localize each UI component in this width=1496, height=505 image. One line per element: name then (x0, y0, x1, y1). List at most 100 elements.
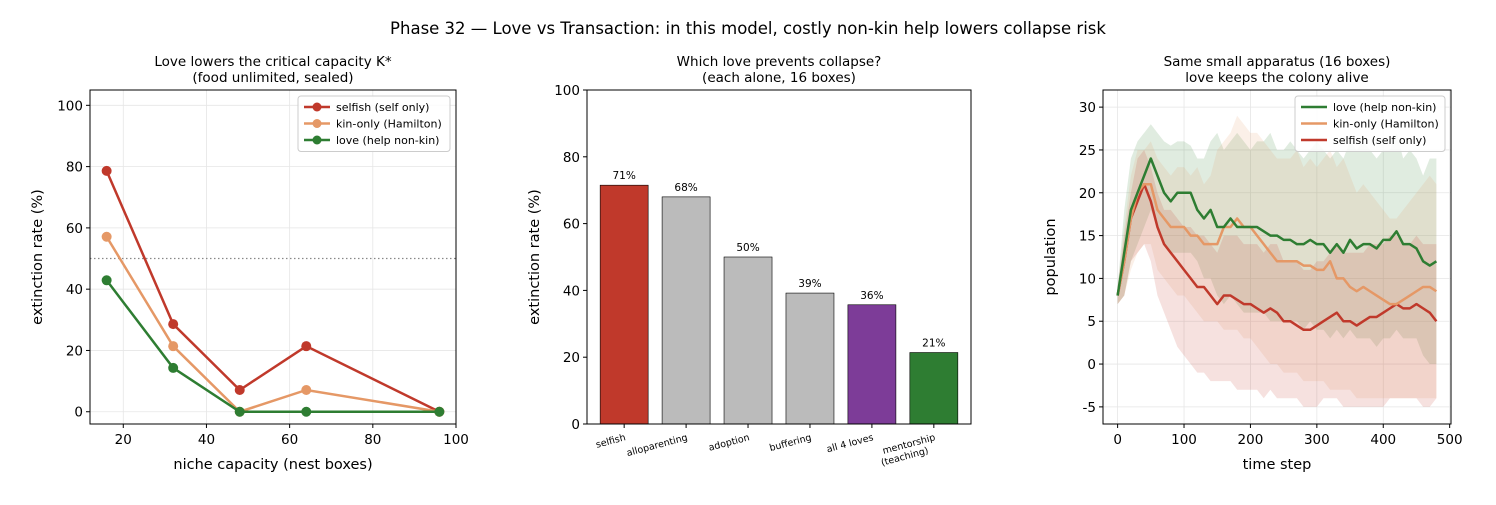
y-tick-label: 60 (66, 221, 83, 237)
y-tick-label: 0 (74, 405, 83, 421)
chart-title: Which love prevents collapse? (677, 54, 882, 70)
y-tick-label: 10 (1079, 271, 1096, 287)
x-tick-label: 0 (1113, 432, 1122, 448)
series-line-1 (1116, 182, 1438, 306)
x-tick-label: 20 (115, 432, 132, 448)
x-tick-label: 40 (198, 432, 215, 448)
x-tick-label-line: adoption (707, 432, 750, 453)
y-tick-label: -5 (1083, 400, 1096, 416)
legend-entry: kin-only (Hamilton) (304, 118, 442, 131)
y-tick-label: 40 (563, 283, 580, 299)
legend-label: kin-only (Hamilton) (336, 118, 442, 131)
y-tick-label: 80 (563, 150, 580, 166)
series-line (105, 279, 440, 413)
x-tick-label-line: buffering (768, 432, 812, 454)
band-1 (1117, 115, 1437, 399)
y-tick-label: 80 (66, 160, 83, 176)
data-point (234, 406, 245, 417)
data-point (168, 319, 179, 330)
x-tick-label: alloparenting (625, 432, 688, 459)
axes-frame (89, 89, 457, 425)
chart-subtitle: love keeps the colony alive (1185, 70, 1368, 86)
y-tick-label: 5 (1087, 314, 1096, 330)
data-point (301, 406, 312, 417)
bar (661, 196, 711, 425)
confidence-bands (1117, 115, 1437, 407)
legend: love (help non-kin) kin-only (Hamilton) se… (1294, 95, 1446, 152)
data-point (101, 231, 112, 242)
x-axis-label: time step (1243, 457, 1312, 473)
legend-box (1294, 95, 1446, 152)
bar-value-label: 21% (922, 338, 945, 350)
x-tick-label: mentorship(teaching) (877, 432, 939, 468)
bar-value-label: 39% (798, 278, 821, 290)
x-tick-label: 400 (1370, 432, 1396, 448)
x-tick-label: 60 (281, 432, 298, 448)
axes-frame (1102, 89, 1452, 425)
figure-suptitle: Phase 32 — Love vs Transaction: in this … (390, 19, 1106, 38)
y-tick-label: 100 (554, 83, 580, 99)
panel-capacity-line-chart: 0 20 40 60 80 100 20 40 60 80 100 Love lowers the c… (30, 54, 469, 473)
series-line (105, 236, 440, 414)
x-tick-label: 200 (1238, 432, 1264, 448)
axes-frame (586, 89, 972, 425)
band-0 (1117, 124, 1437, 365)
y-tick-label: 0 (1087, 357, 1096, 373)
chart-subtitle: (food unlimited, sealed) (192, 70, 353, 86)
series-0 (101, 165, 445, 417)
x-tick-label: adoption (707, 432, 750, 453)
series-line-2 (1116, 182, 1438, 332)
legend-box (297, 95, 451, 152)
bar-value-label: 71% (612, 170, 635, 182)
y-axis-label: population (1043, 218, 1059, 295)
y-tick-label: 20 (66, 343, 83, 359)
x-tick-label: selfish (595, 432, 627, 450)
legend-marker (312, 135, 322, 145)
legend-entry: love (help non-kin) (1301, 101, 1436, 114)
y-tick-label: 0 (571, 417, 580, 433)
bar (599, 184, 649, 425)
x-tick-label: 500 (1437, 432, 1463, 448)
legend-label: love (help non-kin) (1333, 101, 1436, 114)
legend-marker (312, 119, 322, 128)
series-lines (1116, 157, 1438, 332)
y-tick-label: 60 (563, 217, 580, 233)
legend-label: love (help non-kin) (336, 134, 439, 147)
legend-entry: love (help non-kin) (304, 134, 439, 147)
legend: selfish (self only) kin-only (Hamilton) lo… (297, 95, 451, 152)
data-point (301, 341, 312, 352)
bars: 71% 68% 50% 39% 36% 21% (599, 170, 959, 425)
chart-title: Love lowers the critical capacity K* (154, 54, 391, 70)
x-tick-label: 80 (364, 432, 381, 448)
legend-label: kin-only (Hamilton) (1333, 118, 1439, 131)
legend-entry: selfish (self only) (304, 101, 429, 114)
x-tick-label-line: selfish (595, 432, 627, 450)
data-point (434, 406, 445, 417)
legend-label: selfish (self only) (336, 101, 429, 114)
data-point (168, 341, 179, 352)
y-tick-label: 15 (1079, 229, 1096, 245)
bar (847, 304, 897, 425)
data-point (168, 362, 179, 373)
bar-value-label: 36% (860, 290, 883, 302)
y-axis-label: extinction rate (%) (30, 189, 46, 325)
bar (909, 352, 959, 425)
x-tick-label: all 4 loves (825, 432, 874, 455)
y-axis-label: extinction rate (%) (527, 189, 543, 325)
x-tick-label-line: all 4 loves (825, 432, 874, 455)
legend-entry: selfish (self only) (1301, 134, 1426, 147)
x-tick-label-line: alloparenting (625, 432, 688, 459)
data-point (101, 275, 112, 286)
data-point (301, 384, 312, 395)
chart-subtitle: (each alone, 16 boxes) (702, 70, 856, 86)
x-tick-label: buffering (768, 432, 812, 454)
bar-value-label: 50% (736, 242, 759, 254)
series-line-0 (1116, 157, 1438, 296)
series-2 (101, 275, 445, 417)
legend-marker (312, 102, 322, 112)
y-tick-label: 25 (1079, 143, 1096, 159)
y-tick-label: 20 (563, 350, 580, 366)
